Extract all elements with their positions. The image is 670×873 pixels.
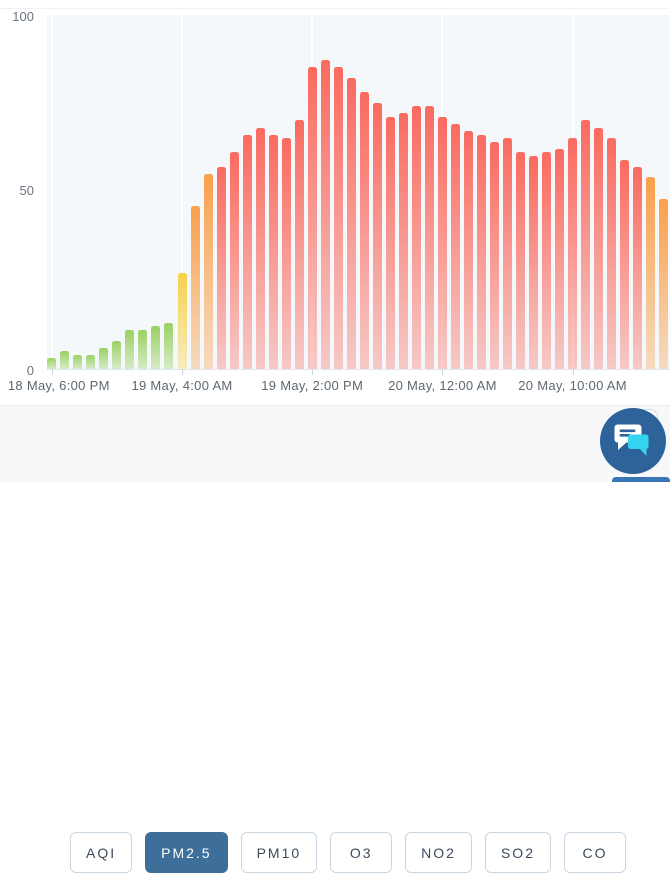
chat-button[interactable] xyxy=(600,408,666,474)
bar-hour-14[interactable] xyxy=(229,152,239,369)
bar-hour-7[interactable] xyxy=(138,330,148,369)
bar-hour-20[interactable] xyxy=(307,67,317,369)
bar-hour-9[interactable] xyxy=(164,323,174,369)
bar-hour-18[interactable] xyxy=(281,138,291,369)
footer-panel: AQI PM2.5 PM10 O3 NO2 SO2 CO xyxy=(0,405,670,873)
bar-hour-2[interactable] xyxy=(73,355,83,369)
bar-hour-26[interactable] xyxy=(385,117,395,369)
pollutant-tabs: AQI PM2.5 PM10 O3 NO2 SO2 CO xyxy=(70,832,626,873)
bar-hour-25[interactable] xyxy=(372,103,382,369)
y-tick-label: 0 xyxy=(26,363,34,378)
bar-hour-22[interactable] xyxy=(333,67,343,369)
bar-hour-27[interactable] xyxy=(398,113,408,369)
bar-hour-44[interactable] xyxy=(620,160,630,369)
bar-hour-41[interactable] xyxy=(581,120,591,369)
x-tick-mark xyxy=(442,369,444,375)
bar-hour-4[interactable] xyxy=(99,348,109,369)
bar-hour-43[interactable] xyxy=(607,138,617,369)
bar-hour-40[interactable] xyxy=(568,138,578,369)
vertical-gridline xyxy=(181,15,183,369)
bar-hour-13[interactable] xyxy=(216,167,226,369)
bar-hour-29[interactable] xyxy=(424,106,434,369)
bar-hour-21[interactable] xyxy=(320,60,330,369)
bar-hour-46[interactable] xyxy=(646,177,656,369)
bar-hour-35[interactable] xyxy=(503,138,512,369)
bar-hour-31[interactable] xyxy=(450,124,460,369)
window-top-edge xyxy=(0,8,670,9)
plot-area xyxy=(47,15,670,369)
bar-hour-39[interactable] xyxy=(555,149,565,369)
bar-hour-36[interactable] xyxy=(516,152,526,369)
pollutant-tab-pm2_5[interactable]: PM2.5 xyxy=(145,832,228,873)
chat-bubbles-icon xyxy=(600,408,666,474)
bar-hour-30[interactable] xyxy=(437,117,447,369)
x-tick-label: 20 May, 10:00 AM xyxy=(518,378,627,393)
bar-hour-33[interactable] xyxy=(476,135,486,369)
x-tick-label: 19 May, 2:00 PM xyxy=(261,378,364,393)
x-tick-label: 18 May, 6:00 PM xyxy=(7,378,110,393)
bar-hour-16[interactable] xyxy=(255,128,265,369)
y-tick-label: 100 xyxy=(12,9,34,24)
bottom-right-widget-edge xyxy=(612,477,670,482)
bar-hour-24[interactable] xyxy=(359,92,369,369)
bar-hour-34[interactable] xyxy=(489,142,499,369)
bar-hour-5[interactable] xyxy=(112,341,122,369)
bar-hour-32[interactable] xyxy=(463,131,473,369)
x-tick-label: 19 May, 4:00 AM xyxy=(131,378,233,393)
vertical-gridline xyxy=(50,15,53,369)
x-tick-mark xyxy=(312,369,314,375)
bar-hour-28[interactable] xyxy=(411,106,421,369)
pollutant-tab-so2[interactable]: SO2 xyxy=(484,832,551,873)
x-tick-mark xyxy=(572,369,574,375)
bar-hour-15[interactable] xyxy=(242,135,252,369)
x-tick-mark xyxy=(182,369,183,375)
y-tick-label: 50 xyxy=(19,183,34,198)
bar-hour-37[interactable] xyxy=(529,156,539,369)
bar-hour-45[interactable] xyxy=(633,167,643,369)
pollutant-tab-co[interactable]: CO xyxy=(563,832,626,873)
bar-hour-10[interactable] xyxy=(177,273,187,369)
x-axis-line xyxy=(47,369,670,370)
bar-hour-12[interactable] xyxy=(203,174,213,369)
bar-hour-38[interactable] xyxy=(542,152,552,369)
bar-hour-17[interactable] xyxy=(268,135,278,369)
bar-hour-11[interactable] xyxy=(190,206,200,369)
pollutant-tab-aqi[interactable]: AQI xyxy=(70,832,133,873)
bar-hour-19[interactable] xyxy=(294,120,304,369)
x-tick-mark xyxy=(51,369,53,375)
bar-hour-3[interactable] xyxy=(86,355,96,369)
bar-hour-6[interactable] xyxy=(125,330,135,369)
pollutant-tab-no2[interactable]: NO2 xyxy=(405,832,472,873)
pollutant-tab-o3[interactable]: O3 xyxy=(330,832,393,873)
bar-hour-42[interactable] xyxy=(594,128,604,369)
bar-hour-8[interactable] xyxy=(151,326,161,369)
x-tick-label: 20 May, 12:00 AM xyxy=(388,378,497,393)
bar-hour-47[interactable] xyxy=(659,199,669,369)
bar-hour-1[interactable] xyxy=(60,351,70,369)
bar-hour-0[interactable] xyxy=(47,358,57,369)
pollutant-tab-pm10[interactable]: PM10 xyxy=(240,832,318,873)
bar-hour-23[interactable] xyxy=(346,78,356,369)
